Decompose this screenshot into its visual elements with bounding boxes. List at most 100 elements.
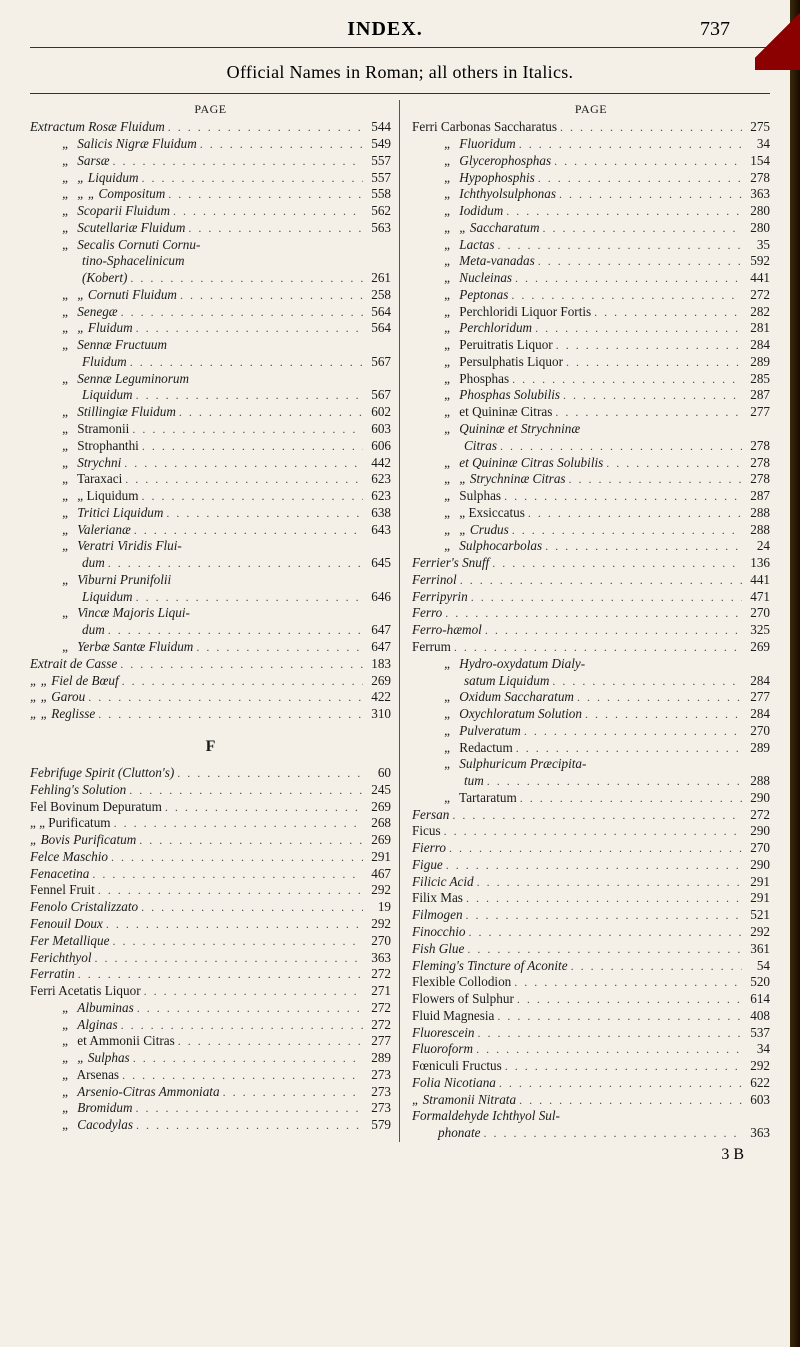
index-entry: Ferri Carbonas Saccharatus275 xyxy=(412,119,770,136)
entry-label: „ „ Fiel de Bœuf xyxy=(30,673,119,690)
leader-dots xyxy=(525,506,742,521)
entry-page-number: 282 xyxy=(742,304,770,321)
index-entry: „ Albuminas272 xyxy=(30,1000,391,1017)
index-entry: Figue290 xyxy=(412,857,770,874)
entry-label: Fersan xyxy=(412,807,449,824)
entry-label: Liquidum xyxy=(30,589,133,606)
index-entry: „ Pulveratum270 xyxy=(412,723,770,740)
index-entry: „ Stillingiæ Fluidum602 xyxy=(30,404,391,421)
index-entry: „ Sulphuricum Præcipita- xyxy=(412,756,770,773)
index-entry: „ Strophanthi606 xyxy=(30,438,391,455)
entry-label: „ Sulphuricum Præcipita- xyxy=(412,756,586,773)
leader-dots xyxy=(193,640,363,655)
index-entry: Extrait de Casse183 xyxy=(30,656,391,673)
index-entry: Fœniculi Fructus292 xyxy=(412,1058,770,1075)
entry-page-number: 278 xyxy=(742,455,770,472)
leader-dots xyxy=(517,791,742,806)
entry-label: dum xyxy=(30,555,105,572)
entry-label: Ferrier's Snuff xyxy=(412,555,489,572)
index-entry: „ Alginas272 xyxy=(30,1017,391,1034)
index-entry: „ Sarsæ557 xyxy=(30,153,391,170)
entry-page-number: 645 xyxy=(363,555,391,572)
index-entry: „ „ Fluidum564 xyxy=(30,320,391,337)
entry-label: Fenacetina xyxy=(30,866,89,883)
entry-page-number: 549 xyxy=(363,136,391,153)
index-entry: Ferri Acetatis Liquor271 xyxy=(30,983,391,1000)
entry-label: „ „ Strychninæ Citras xyxy=(412,471,566,488)
index-entry: „ „ Strychninæ Citras278 xyxy=(412,471,770,488)
index-entry: „ Meta-vanadas592 xyxy=(412,253,770,270)
leader-dots xyxy=(442,606,742,621)
leader-dots xyxy=(163,506,363,521)
entry-page-number: 291 xyxy=(363,849,391,866)
leader-dots xyxy=(481,1126,743,1141)
entry-page-number: 603 xyxy=(742,1092,770,1109)
entry-label: „ Senegæ xyxy=(30,304,118,321)
left-column: PAGEExtractum Rosæ Fluidum544„ Salicis N… xyxy=(30,100,400,1142)
entry-label: „ Salicis Nigræ Fluidum xyxy=(30,136,197,153)
leader-dots xyxy=(489,556,742,571)
entry-page-number: 272 xyxy=(742,807,770,824)
entry-page-number: 278 xyxy=(742,438,770,455)
entry-page-number: 280 xyxy=(742,220,770,237)
entry-page-number: 270 xyxy=(742,605,770,622)
index-entry: „ Stramonii Nitrata 603 xyxy=(412,1092,770,1109)
leader-dots xyxy=(449,808,742,823)
index-entry: „ et Ammonii Citras277 xyxy=(30,1033,391,1050)
entry-label: „ et Ammonii Citras xyxy=(30,1033,175,1050)
index-entry: Ferripyrin471 xyxy=(412,589,770,606)
index-entry: Filix Mas291 xyxy=(412,890,770,907)
entry-page-number: 277 xyxy=(742,404,770,421)
index-entry: „ Perchloridum281 xyxy=(412,320,770,337)
entry-page-number: 603 xyxy=(363,421,391,438)
index-entry: „ „ Sulphas289 xyxy=(30,1050,391,1067)
index-entry: „ Yerbæ Santæ Fluidum647 xyxy=(30,639,391,656)
leader-dots xyxy=(591,305,742,320)
leader-dots xyxy=(133,1118,363,1133)
index-entry: „ „ Exsiccatus288 xyxy=(412,505,770,522)
entry-page-number: 275 xyxy=(742,119,770,136)
leader-dots xyxy=(75,967,363,982)
entry-label: „ Valerianæ xyxy=(30,522,131,539)
index-entry: Ferrier's Snuff136 xyxy=(412,555,770,572)
leader-dots xyxy=(165,187,363,202)
entry-label: „ Viburni Prunifolii xyxy=(30,572,171,589)
leader-dots xyxy=(127,271,363,286)
index-entry: „ Persulphatis Liquor289 xyxy=(412,354,770,371)
entry-label: „ „ Reglisse xyxy=(30,706,95,723)
entry-label: „ Strophanthi xyxy=(30,438,139,455)
entry-label: Fehling's Solution xyxy=(30,782,126,799)
entry-page-number: 273 xyxy=(363,1067,391,1084)
entry-label: Fœniculi Fructus xyxy=(412,1058,502,1075)
leader-dots xyxy=(133,1101,364,1116)
leader-dots xyxy=(197,137,363,152)
leader-dots xyxy=(162,800,363,815)
leader-dots xyxy=(139,439,363,454)
entry-page-number: 261 xyxy=(363,270,391,287)
entry-label: „ Peptonas xyxy=(412,287,508,304)
leader-dots xyxy=(464,942,742,957)
leader-dots xyxy=(513,741,742,756)
index-entry: „ Taraxaci623 xyxy=(30,471,391,488)
entry-page-number: 291 xyxy=(742,874,770,891)
index-entry: phonate363 xyxy=(412,1125,770,1142)
leader-dots xyxy=(138,900,363,915)
leader-dots xyxy=(509,372,742,387)
entry-label: Folia Nicotiana xyxy=(412,1075,496,1092)
index-entry: Fierro270 xyxy=(412,840,770,857)
leader-dots xyxy=(508,288,742,303)
leader-dots xyxy=(463,908,742,923)
leader-dots xyxy=(92,951,363,966)
entry-label: Liquidum xyxy=(30,387,133,404)
entry-page-number: 647 xyxy=(363,622,391,639)
entry-page-number: 24 xyxy=(742,538,770,555)
entry-page-number: 643 xyxy=(363,522,391,539)
index-entry: „ Quininæ et Strychninæ xyxy=(412,421,770,438)
entry-page-number: 269 xyxy=(363,673,391,690)
entry-page-number: 564 xyxy=(363,304,391,321)
leader-dots xyxy=(138,489,363,504)
leader-dots xyxy=(110,154,363,169)
entry-label: „ Stramonii Nitrata xyxy=(412,1092,516,1109)
entry-label: Extrait de Casse xyxy=(30,656,117,673)
entry-page-number: 245 xyxy=(363,782,391,799)
